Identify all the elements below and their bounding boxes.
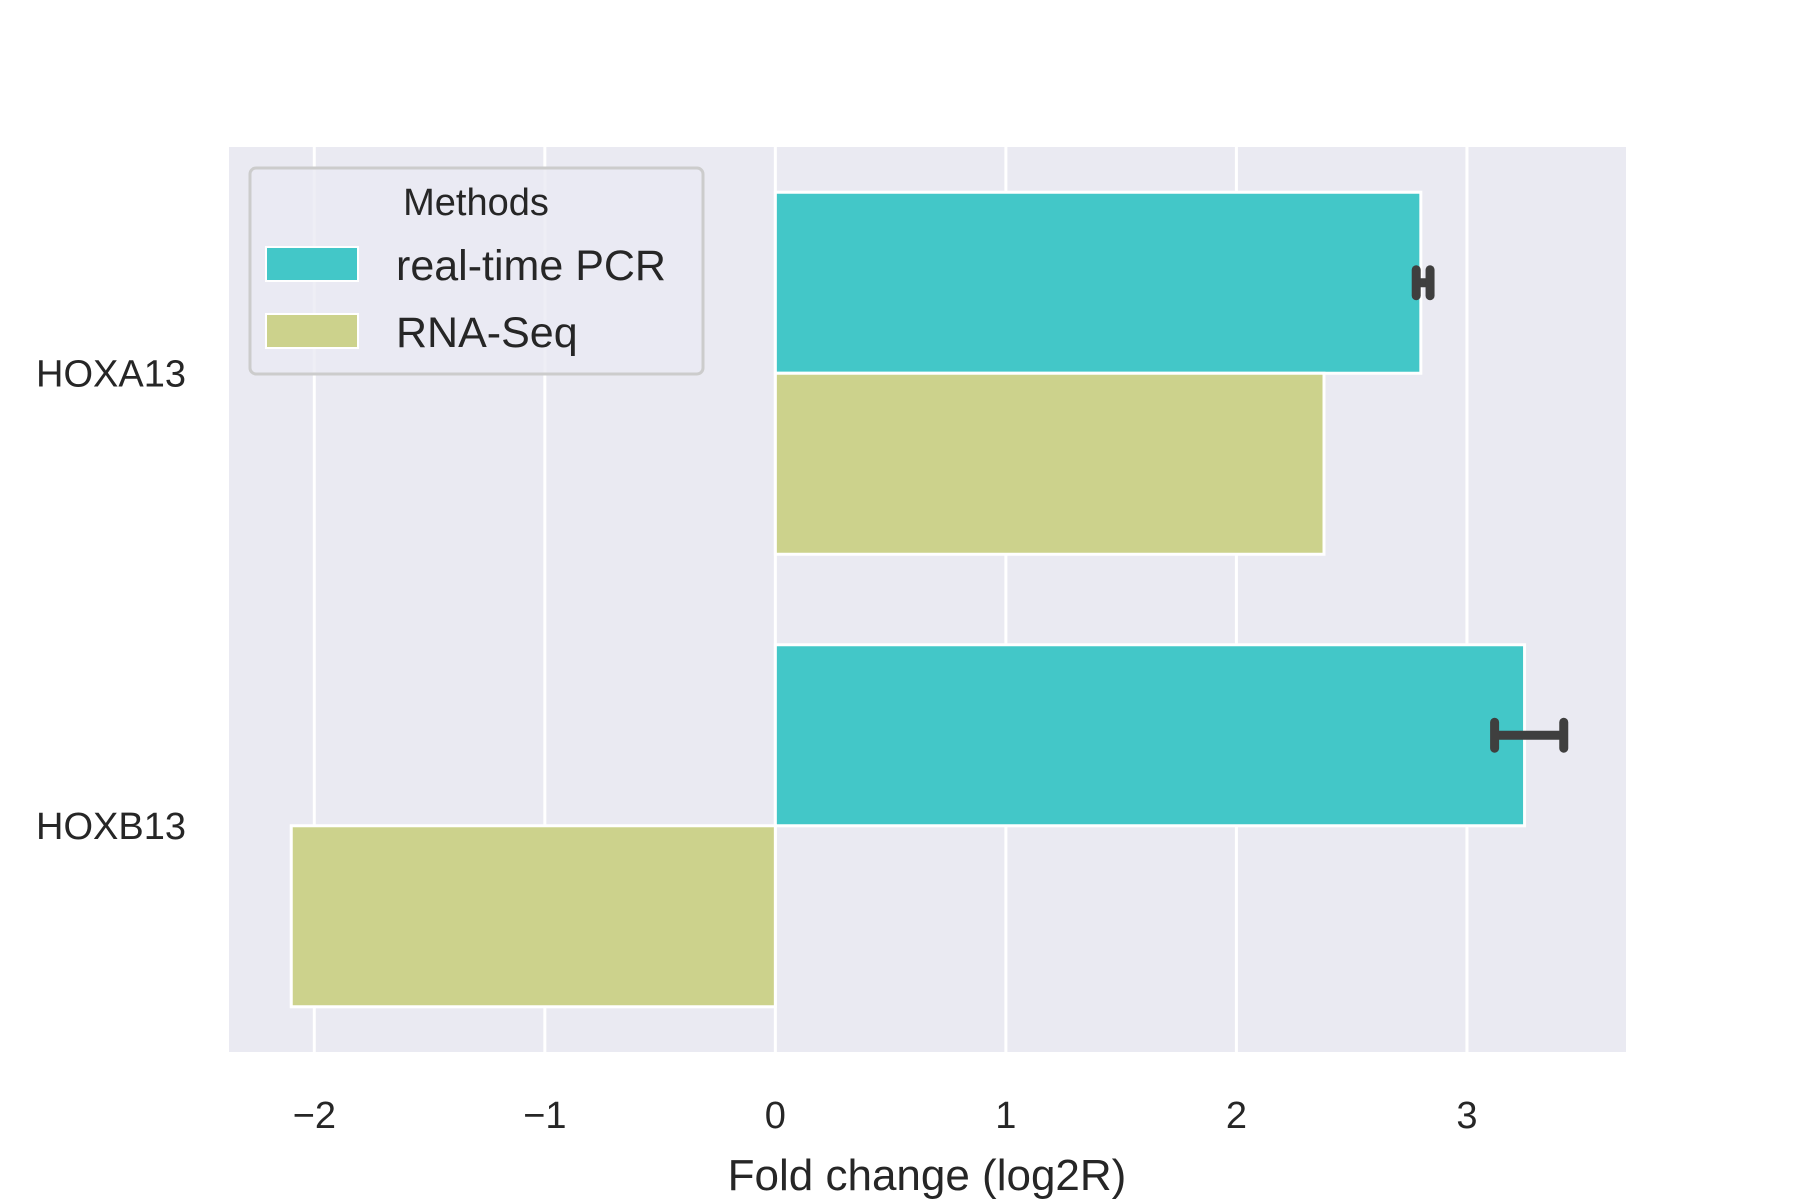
y-tick-label-hoxb13: HOXB13 xyxy=(36,806,186,848)
bar-hoxa13-rna-seq xyxy=(773,371,1326,556)
bar-hoxb13-rna-seq xyxy=(289,824,777,1009)
legend-swatch-real-time-pcr xyxy=(265,246,359,282)
error-bar-hoxb13-real-time-pcr xyxy=(1490,717,1569,753)
legend-box xyxy=(248,166,705,376)
error-bar-hoxa13-real-time-pcr xyxy=(1411,265,1435,301)
y-tick-labels: HOXA13 HOXB13 xyxy=(36,353,186,848)
legend-swatch-rna-seq xyxy=(265,313,359,349)
x-tick-label: 3 xyxy=(1456,1095,1477,1137)
x-axis-label: Fold change (log2R) xyxy=(728,1151,1127,1200)
legend: Methods real-time PCR RNA-Seq xyxy=(248,166,705,376)
bar-hoxb13-real-time-pcr xyxy=(773,643,1527,828)
legend-label-rna-seq: RNA-Seq xyxy=(396,309,578,357)
bar-hoxa13-real-time-pcr xyxy=(773,190,1423,375)
legend-label-real-time-pcr: real-time PCR xyxy=(396,242,666,290)
x-tick-label: 0 xyxy=(765,1095,786,1137)
x-tick-label: 1 xyxy=(995,1095,1016,1137)
x-tick-labels: −2 −1 0 1 2 3 xyxy=(293,1095,1478,1137)
legend-title: Methods xyxy=(403,182,549,224)
error-bars xyxy=(1411,265,1569,753)
x-tick-label: 2 xyxy=(1226,1095,1247,1137)
x-tick-label: −2 xyxy=(293,1095,336,1137)
x-tick-label: −1 xyxy=(523,1095,566,1137)
y-tick-label-hoxa13: HOXA13 xyxy=(36,353,186,395)
